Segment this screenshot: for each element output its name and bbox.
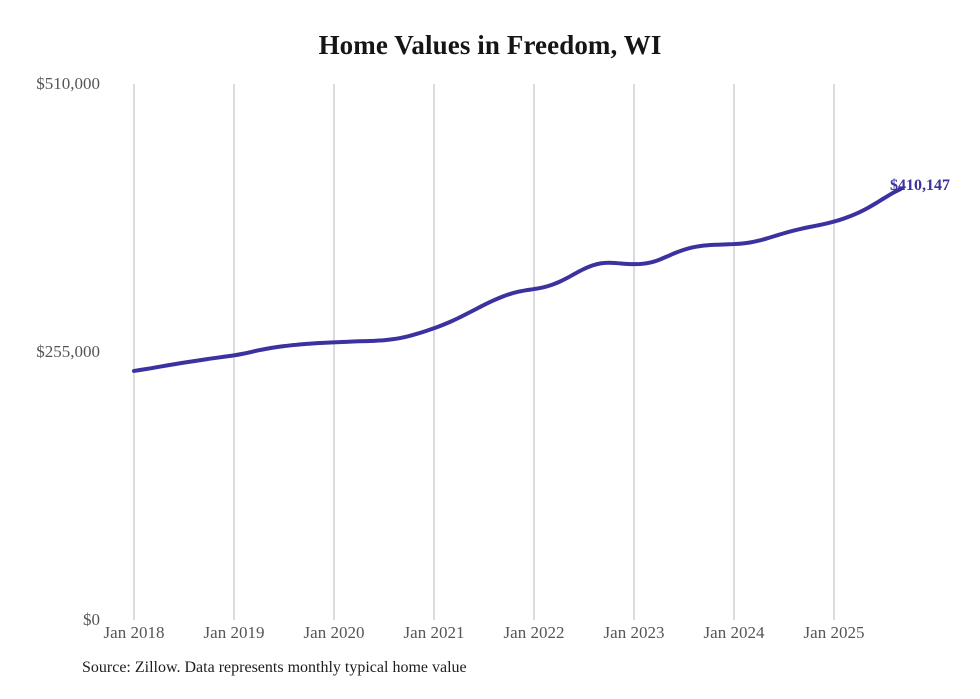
x-axis-tick-label-jan-2023: Jan 2023 xyxy=(603,623,665,642)
x-axis-tick-label-jan-2018: Jan 2018 xyxy=(103,623,165,642)
x-axis-tick-label-jan-2020: Jan 2020 xyxy=(303,623,365,642)
end-value-annotation: $410,147 xyxy=(890,177,950,194)
y-axis-tick-label-510000: $510,000 xyxy=(36,74,100,93)
y-axis-tick-label-255000: $255,000 xyxy=(36,342,100,361)
x-axis-tick-label-jan-2021: Jan 2021 xyxy=(403,623,465,642)
x-axis-tick-label-jan-2019: Jan 2019 xyxy=(203,623,265,642)
x-axis-tick-label-jan-2024: Jan 2024 xyxy=(703,623,765,642)
source-note: Source: Zillow. Data represents monthly … xyxy=(82,659,467,676)
x-axis-tick-label-jan-2025: Jan 2025 xyxy=(803,623,865,642)
x-axis-gridlines xyxy=(133,84,835,620)
y-axis-tick-label-0: $0 xyxy=(83,610,100,629)
home-value-line-series xyxy=(132,186,903,373)
chart-title: Home Values in Freedom, WI xyxy=(318,30,662,60)
x-axis-tick-label-jan-2022: Jan 2022 xyxy=(503,623,565,642)
